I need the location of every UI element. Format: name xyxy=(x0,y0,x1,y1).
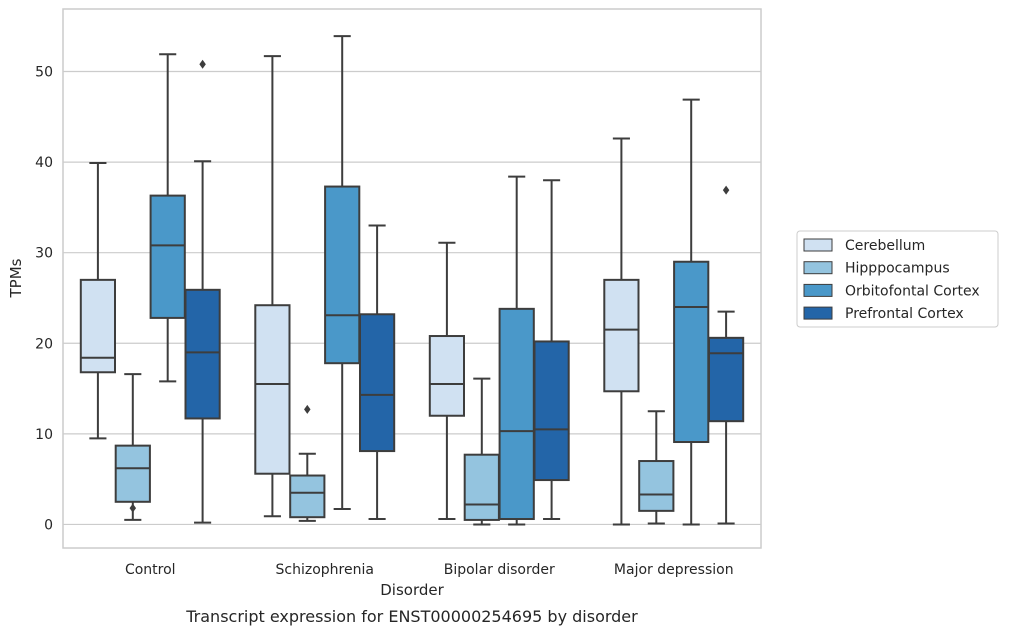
y-tick-labels: 0 10 20 30 40 50 xyxy=(35,65,53,534)
box-prefrontal-cortex-control xyxy=(184,59,221,524)
x-tick-label: Schizophrenia xyxy=(276,562,374,578)
box-body xyxy=(603,278,640,393)
box-body xyxy=(289,474,326,519)
x-tick-label: Bipolar disorder xyxy=(444,562,555,578)
y-tick-label: 50 xyxy=(35,65,53,81)
x-tick-label: Control xyxy=(125,562,176,578)
y-tick-label: 30 xyxy=(35,246,53,262)
x-tick-labels: Control Schizophrenia Bipolar disorder Majo… xyxy=(125,562,734,578)
legend-label: Cerebellum xyxy=(845,238,925,254)
legend-frame xyxy=(796,230,999,328)
box-body xyxy=(498,307,535,521)
y-axis-label: TPMs xyxy=(7,258,25,298)
outlier-point xyxy=(129,503,137,513)
box-prefrontal-cortex-schizophrenia xyxy=(358,224,396,521)
y-tick-label: 10 xyxy=(35,427,53,443)
legend-swatch xyxy=(803,238,833,252)
legend: Cerebellum Hipppocampus Orbitofontal Corte… xyxy=(796,230,999,328)
outlier-point xyxy=(199,59,206,69)
box-hipppocampus-control xyxy=(114,373,151,521)
outlier-point xyxy=(722,185,730,195)
chart-caption: Transcript expression for ENST0000025469… xyxy=(185,607,638,626)
box-body xyxy=(428,335,466,417)
box-body xyxy=(463,453,500,521)
legend-swatch xyxy=(803,306,833,320)
plot-frame xyxy=(62,8,762,549)
box-body xyxy=(707,336,745,423)
legend-label: Hipppocampus xyxy=(845,261,950,277)
box-body xyxy=(114,444,151,503)
box-prefrontal-cortex-bipolar-disorder xyxy=(533,179,570,521)
box-cerebellum-major-depression xyxy=(603,137,640,526)
box-cerebellum-schizophrenia xyxy=(254,55,291,518)
y-tick-label: 40 xyxy=(35,155,53,171)
box-body xyxy=(533,340,570,482)
x-axis-label: Disorder xyxy=(380,581,444,599)
outlier-point xyxy=(304,404,311,414)
legend-label: Prefrontal Cortex xyxy=(845,306,964,322)
box-body xyxy=(254,304,291,475)
box-body xyxy=(358,313,396,453)
box-orbitofontal-cortex-control xyxy=(149,53,186,383)
y-tick-label: 0 xyxy=(44,517,53,533)
x-tick-label: Major depression xyxy=(614,562,734,578)
box-body xyxy=(638,460,675,512)
box-hipppocampus-schizophrenia xyxy=(289,404,326,522)
box-body xyxy=(149,194,186,319)
box-cerebellum-bipolar-disorder xyxy=(428,241,466,521)
legend-label: Orbitofontal Cortex xyxy=(845,283,980,299)
box-cerebellum-control xyxy=(79,162,117,440)
boxes xyxy=(79,35,745,526)
box-body xyxy=(673,260,710,444)
box-prefrontal-cortex-major-depression xyxy=(707,185,745,525)
box-body xyxy=(184,288,221,420)
y-tick-label: 20 xyxy=(35,336,53,352)
legend-swatch xyxy=(803,283,833,297)
box-orbitofontal-cortex-schizophrenia xyxy=(324,35,361,511)
box-body xyxy=(324,185,361,365)
box-hipppocampus-major-depression xyxy=(638,410,675,525)
legend-swatch xyxy=(803,261,833,275)
